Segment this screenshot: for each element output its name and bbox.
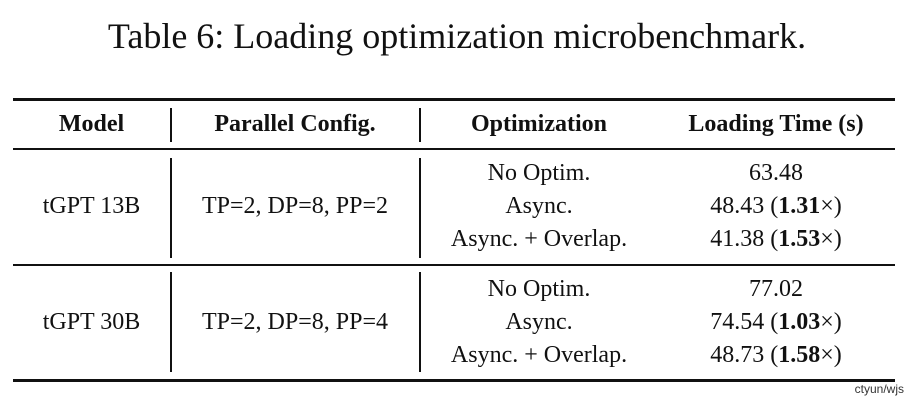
group1-loading-times: 63.48 48.43 (1.31×) 41.38 (1.53×)	[658, 157, 894, 256]
group-divider-rule	[13, 264, 895, 266]
table-caption: Table 6: Loading optimization microbench…	[107, 16, 807, 56]
speedup-value: 1.53	[778, 226, 821, 252]
loading-time-value: 48.43	[710, 193, 765, 219]
header-rule	[13, 148, 895, 150]
optimization-cell: Async.	[505, 193, 573, 219]
watermark-text: ctyun/wjs	[854, 382, 904, 396]
optimization-cell: Async. + Overlap.	[450, 342, 628, 368]
group2-separator-1	[170, 272, 172, 372]
loading-time-cell: 77.02	[658, 273, 894, 306]
group1-separator-2	[419, 158, 421, 258]
header-loading-time: Loading Time (s)	[688, 111, 864, 137]
group2-optimizations: No Optim. Async. Async. + Overlap.	[420, 273, 658, 372]
loading-time-value: 74.54	[710, 309, 765, 335]
group1-separator-1	[170, 158, 172, 258]
loading-time-cell: 41.38 (1.53×)	[710, 226, 842, 252]
loading-time-cell: 74.54 (1.03×)	[710, 309, 842, 335]
optimization-cell: No Optim.	[487, 160, 591, 186]
group2-separator-2	[419, 272, 421, 372]
bottom-rule	[13, 379, 895, 382]
loading-time-cell: 48.43 (1.31×)	[710, 193, 842, 219]
header-parallel-config: Parallel Config.	[214, 111, 376, 137]
optimization-cell: Async. + Overlap.	[450, 226, 628, 252]
group1-model: tGPT 13B	[42, 193, 141, 219]
group1-optimizations: No Optim. Async. Async. + Overlap.	[420, 157, 658, 256]
speedup-value: 1.03	[778, 309, 821, 335]
group2-model: tGPT 30B	[42, 309, 141, 335]
loading-time-cell: 63.48	[658, 157, 894, 190]
header-optimization: Optimization	[471, 111, 607, 137]
loading-time-cell: 48.73 (1.58×)	[710, 342, 842, 368]
loading-time-value: 41.38	[710, 226, 765, 252]
optimization-cell: Async.	[505, 309, 573, 335]
header-separator-2	[419, 108, 421, 142]
loading-time-value: 63.48	[749, 160, 803, 186]
speedup-value: 1.58	[778, 342, 821, 368]
group1-config: TP=2, DP=8, PP=2	[202, 193, 388, 219]
top-rule	[13, 98, 895, 101]
group2-config: TP=2, DP=8, PP=4	[202, 309, 388, 335]
speedup-value: 1.31	[778, 193, 821, 219]
loading-time-value: 48.73	[710, 342, 765, 368]
header-model: Model	[58, 111, 125, 137]
loading-time-value: 77.02	[749, 276, 803, 302]
header-separator-1	[170, 108, 172, 142]
group2-loading-times: 77.02 74.54 (1.03×) 48.73 (1.58×)	[658, 273, 894, 372]
optimization-cell: No Optim.	[487, 276, 591, 302]
